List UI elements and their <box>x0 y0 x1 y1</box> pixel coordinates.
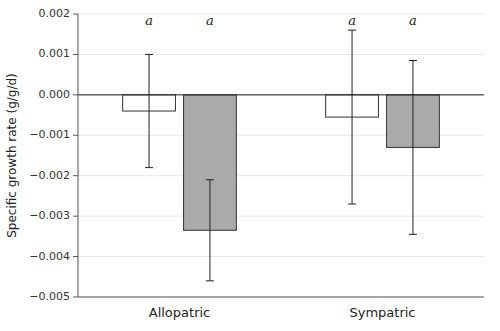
grid-line <box>78 216 484 217</box>
plot-area <box>123 30 440 281</box>
annotation: a <box>409 13 417 28</box>
tick-mark <box>73 216 78 217</box>
tick-mark <box>73 135 78 136</box>
tick-label: 0.002 <box>39 7 71 20</box>
grid-line <box>78 54 484 55</box>
x-axis-line <box>78 297 484 298</box>
tick-label: −0.003 <box>29 209 70 222</box>
category-label: Allopatric <box>149 305 211 320</box>
error-bar <box>348 30 356 204</box>
tick-mark <box>73 175 78 176</box>
tick-mark <box>73 256 78 257</box>
tick-label: −0.001 <box>29 128 70 141</box>
grid-line <box>78 14 484 15</box>
y-axis-line <box>78 14 79 297</box>
tick-label: 0.000 <box>39 88 71 101</box>
tick-label: 0.001 <box>39 47 71 60</box>
annotation: a <box>348 13 356 28</box>
tick-mark <box>73 297 78 298</box>
error-bar <box>206 180 214 281</box>
chart: −0.005 −0.004 −0.003 −0.002 −0.001 0.000 0.001… <box>0 0 500 331</box>
grid-line <box>78 175 484 176</box>
tick-label: −0.002 <box>29 169 70 182</box>
grid-line <box>78 297 484 298</box>
tick-mark <box>73 14 78 15</box>
y-axis-label: Specific growth rate (g/g/d) <box>5 73 19 238</box>
error-bar <box>145 54 153 167</box>
y-axis: −0.005 −0.004 −0.003 −0.002 −0.001 0.000 0.001… <box>29 7 484 303</box>
error-bar <box>409 60 417 234</box>
annotation: a <box>206 13 214 28</box>
category-label: Sympatric <box>349 305 415 320</box>
grid-line <box>78 94 484 95</box>
tick-label: −0.004 <box>29 250 70 263</box>
grid-line <box>78 256 484 257</box>
tick-mark <box>73 54 78 55</box>
tick-mark <box>73 94 78 95</box>
tick-label: −0.005 <box>29 290 70 303</box>
annotation: a <box>145 13 153 28</box>
zero-line <box>78 94 484 95</box>
